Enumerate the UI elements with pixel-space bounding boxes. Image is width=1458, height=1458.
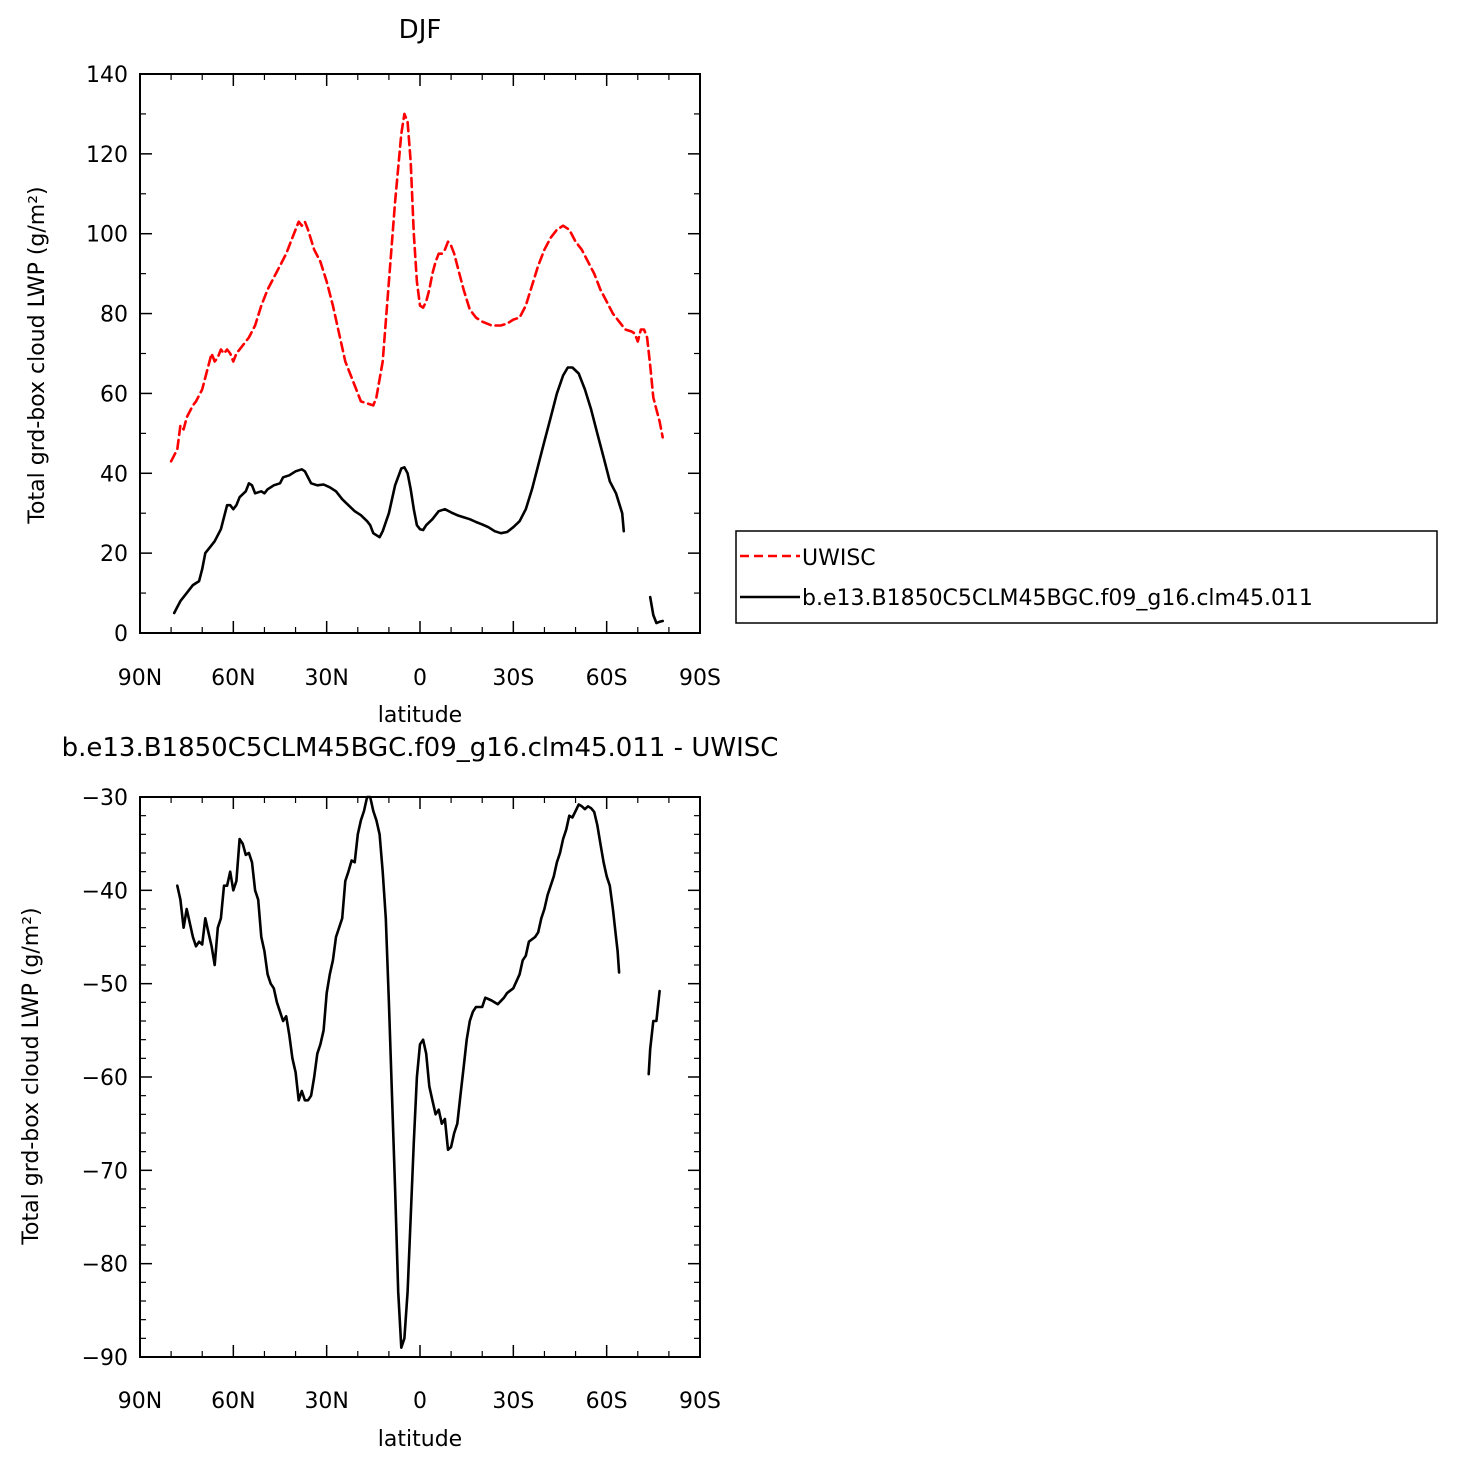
top-y-tick-label: 80 [100, 303, 128, 328]
top-y-tick-label: 140 [86, 63, 128, 88]
bottom-chart-title: b.e13.B1850C5CLM45BGC.f09_g16.clm45.011 … [62, 733, 779, 763]
top-y-axis-label: Total grd-box cloud LWP (g/m²) [25, 186, 50, 524]
top-y-tick-label: 40 [100, 462, 128, 487]
top-y-tick-label: 120 [86, 143, 128, 168]
top-panel: 90N 60N 30N 0 30S 60S 90S 0 20 40 60 80 100 120 140 DJ… [25, 15, 721, 728]
top-y-tick-label: 0 [114, 622, 128, 647]
bottom-y-tick-label: −60 [82, 1066, 128, 1091]
bottom-axes: 90N 60N 30N 0 30S 60S 90S −90 −80 −70 −60 −50 −40 −30 [82, 786, 721, 1414]
bottom-x-tick-label: 60S [586, 1389, 628, 1414]
top-x-tick-label: 60S [586, 666, 628, 691]
top-y-tick-label: 60 [100, 382, 128, 407]
top-chart-title: DJF [399, 15, 442, 45]
bottom-series-0-line-segment-0 [176, 795, 621, 1349]
bottom-y-tick-label: −40 [82, 879, 128, 904]
bottom-x-tick-label: 90S [679, 1389, 721, 1414]
legend-label-model: b.e13.B1850C5CLM45BGC.f09_g16.clm45.011 [802, 586, 1313, 611]
top-x-tick-label: 30N [304, 666, 348, 691]
top-x-tick-label: 90N [118, 666, 162, 691]
bottom-series-layer [176, 795, 661, 1349]
top-y-tick-label: 100 [86, 223, 128, 248]
top-x-axis-label: latitude [378, 703, 462, 728]
top-series-1-line-segment-0 [172, 366, 626, 615]
bottom-x-tick-label: 60N [211, 1389, 255, 1414]
bottom-x-tick-label: 30S [492, 1389, 534, 1414]
top-x-tick-label: 0 [413, 666, 427, 691]
bottom-x-axis-label: latitude [378, 1427, 462, 1452]
bottom-y-axis-label: Total grd-box cloud LWP (g/m²) [19, 907, 44, 1245]
bottom-y-tick-label: −80 [82, 1253, 128, 1278]
bottom-x-tick-label: 90N [118, 1389, 162, 1414]
bottom-y-tick-label: −90 [82, 1346, 128, 1371]
top-series-layer [169, 112, 664, 625]
top-series-1-line-segment-1 [648, 595, 664, 625]
legend-label-uwisc: UWISC [802, 546, 876, 571]
top-y-tick-label: 20 [100, 542, 128, 567]
bottom-plot-border [139, 796, 701, 1358]
top-axes: 90N 60N 30N 0 30S 60S 90S 0 20 40 60 80 100 120 140 [86, 63, 721, 691]
top-plot-frame [139, 73, 701, 634]
top-x-tick-label: 60N [211, 666, 255, 691]
top-x-tick-label: 30S [492, 666, 534, 691]
legend-box [735, 530, 1438, 624]
bottom-panel: 90N 60N 30N 0 30S 60S 90S −90 −80 −70 −60 −50 −40 −30… [19, 733, 778, 1452]
bottom-x-tick-label: 0 [413, 1389, 427, 1414]
bottom-y-tick-label: −50 [82, 973, 128, 998]
bottom-y-tick-label: −30 [82, 786, 128, 811]
bottom-plot-frame [139, 796, 701, 1358]
top-x-tick-label: 90S [679, 666, 721, 691]
bottom-series-0-line-segment-1 [647, 989, 661, 1076]
top-plot-border [139, 73, 701, 634]
bottom-x-tick-label: 30N [304, 1389, 348, 1414]
top-series-0-line-segment-0 [169, 112, 664, 463]
legend: UWISC b.e13.B1850C5CLM45BGC.f09_g16.clm4… [735, 530, 1438, 624]
bottom-y-tick-label: −70 [82, 1159, 128, 1184]
